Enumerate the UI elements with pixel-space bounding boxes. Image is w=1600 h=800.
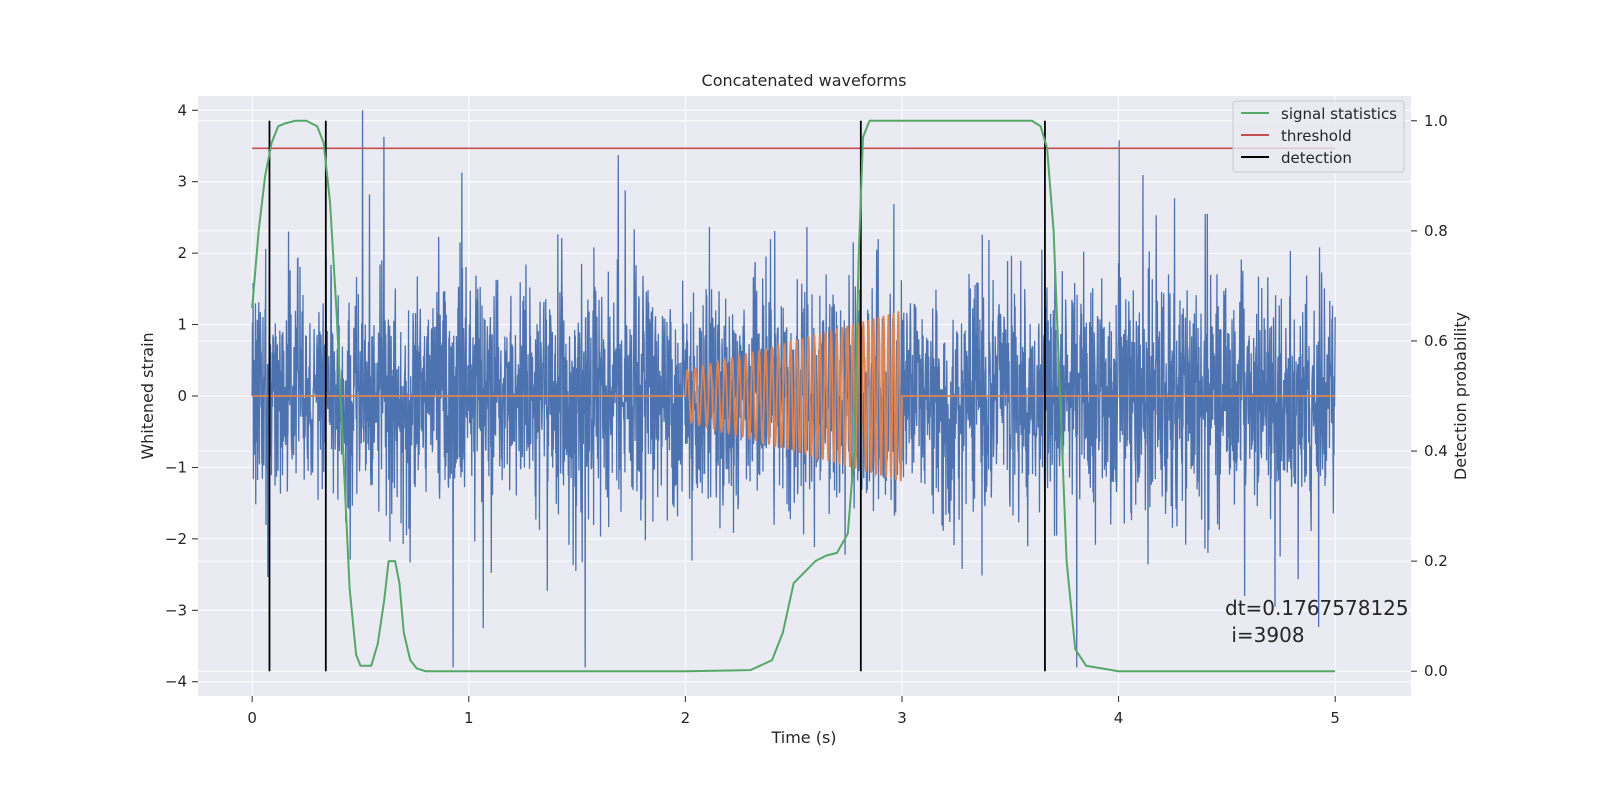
y2-tick-label: 0.6	[1424, 332, 1448, 350]
y2-tick-label: 1.0	[1424, 112, 1448, 130]
y2-tick-label: 0.0	[1424, 662, 1448, 680]
x-tick-label: 4	[1114, 709, 1124, 727]
legend-label-threshold: threshold	[1281, 127, 1352, 145]
x-axis-label: Time (s)	[770, 728, 836, 747]
annotation-dt: dt=0.1767578125	[1225, 596, 1409, 620]
chart-title: Concatenated waveforms	[702, 71, 907, 90]
x-tick-label: 1	[464, 709, 474, 727]
y2-tick-label: 0.4	[1424, 442, 1448, 460]
legend-box	[1232, 100, 1405, 173]
y-tick-label: 4	[177, 101, 187, 119]
y-tick-label: 3	[177, 173, 187, 191]
y-axis-label: Whitened strain	[138, 332, 157, 459]
y2-tick-label: 0.2	[1424, 552, 1448, 570]
y-tick-label: −4	[165, 673, 187, 691]
legend: signal statistics threshold detection	[1232, 100, 1405, 173]
y-tick-label: −3	[165, 601, 187, 619]
x-tick-label: 3	[897, 709, 907, 727]
x-tick-label: 0	[247, 709, 257, 727]
annotation-index: i=3908	[1225, 623, 1305, 647]
y-tick-label: 1	[177, 316, 187, 334]
x-tick-label: 5	[1330, 709, 1340, 727]
y2-axis-label: Detection probability	[1451, 312, 1470, 480]
legend-label-signal-statistics: signal statistics	[1281, 105, 1397, 123]
signal-statistics-line	[251, 119, 1336, 673]
strain-series-line	[251, 110, 1336, 668]
x-tick-label: 2	[681, 709, 691, 727]
y-tick-label: 0	[177, 387, 187, 405]
ticks-layer: 0 1 2 3 4 5 −4 −3 −2 −1 0 1 2 3 4 0.0 0.2 0.4 0.6 0.8 1.0	[165, 101, 1448, 727]
y-tick-label: −1	[165, 458, 187, 476]
series-layer	[251, 110, 1336, 673]
injection-series-line	[252, 311, 1336, 482]
y-tick-label: −2	[165, 530, 187, 548]
y2-tick-label: 0.8	[1424, 222, 1448, 240]
legend-label-detection: detection	[1281, 149, 1352, 167]
y-tick-label: 2	[177, 244, 187, 262]
